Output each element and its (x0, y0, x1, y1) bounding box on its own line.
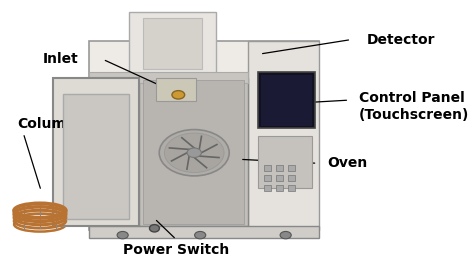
FancyBboxPatch shape (264, 165, 271, 171)
FancyBboxPatch shape (248, 41, 319, 230)
FancyBboxPatch shape (288, 185, 295, 191)
FancyBboxPatch shape (63, 94, 128, 219)
FancyBboxPatch shape (128, 12, 216, 75)
FancyBboxPatch shape (89, 41, 319, 230)
FancyBboxPatch shape (288, 175, 295, 181)
FancyBboxPatch shape (276, 165, 283, 171)
FancyBboxPatch shape (89, 72, 248, 83)
Circle shape (159, 130, 229, 176)
FancyBboxPatch shape (288, 165, 295, 171)
FancyBboxPatch shape (264, 185, 271, 191)
Text: Control Panel
(Touchscreen): Control Panel (Touchscreen) (359, 91, 470, 122)
Circle shape (117, 231, 128, 239)
FancyBboxPatch shape (143, 80, 244, 224)
FancyBboxPatch shape (143, 19, 202, 69)
Circle shape (195, 231, 206, 239)
FancyBboxPatch shape (276, 175, 283, 181)
FancyBboxPatch shape (156, 78, 196, 101)
Circle shape (280, 231, 291, 239)
Text: Inlet: Inlet (43, 52, 79, 66)
Text: Power Switch: Power Switch (123, 243, 229, 257)
FancyBboxPatch shape (276, 185, 283, 191)
FancyBboxPatch shape (258, 136, 311, 188)
FancyBboxPatch shape (138, 78, 248, 226)
Text: Detector: Detector (367, 32, 436, 47)
FancyBboxPatch shape (258, 72, 316, 128)
FancyBboxPatch shape (89, 226, 319, 238)
Circle shape (172, 91, 185, 99)
Ellipse shape (149, 225, 159, 232)
Circle shape (187, 148, 201, 157)
Text: Column: Column (17, 117, 76, 131)
FancyBboxPatch shape (261, 75, 312, 126)
Text: Oven: Oven (328, 156, 368, 170)
Circle shape (164, 133, 224, 172)
FancyBboxPatch shape (53, 78, 138, 226)
FancyBboxPatch shape (264, 175, 271, 181)
